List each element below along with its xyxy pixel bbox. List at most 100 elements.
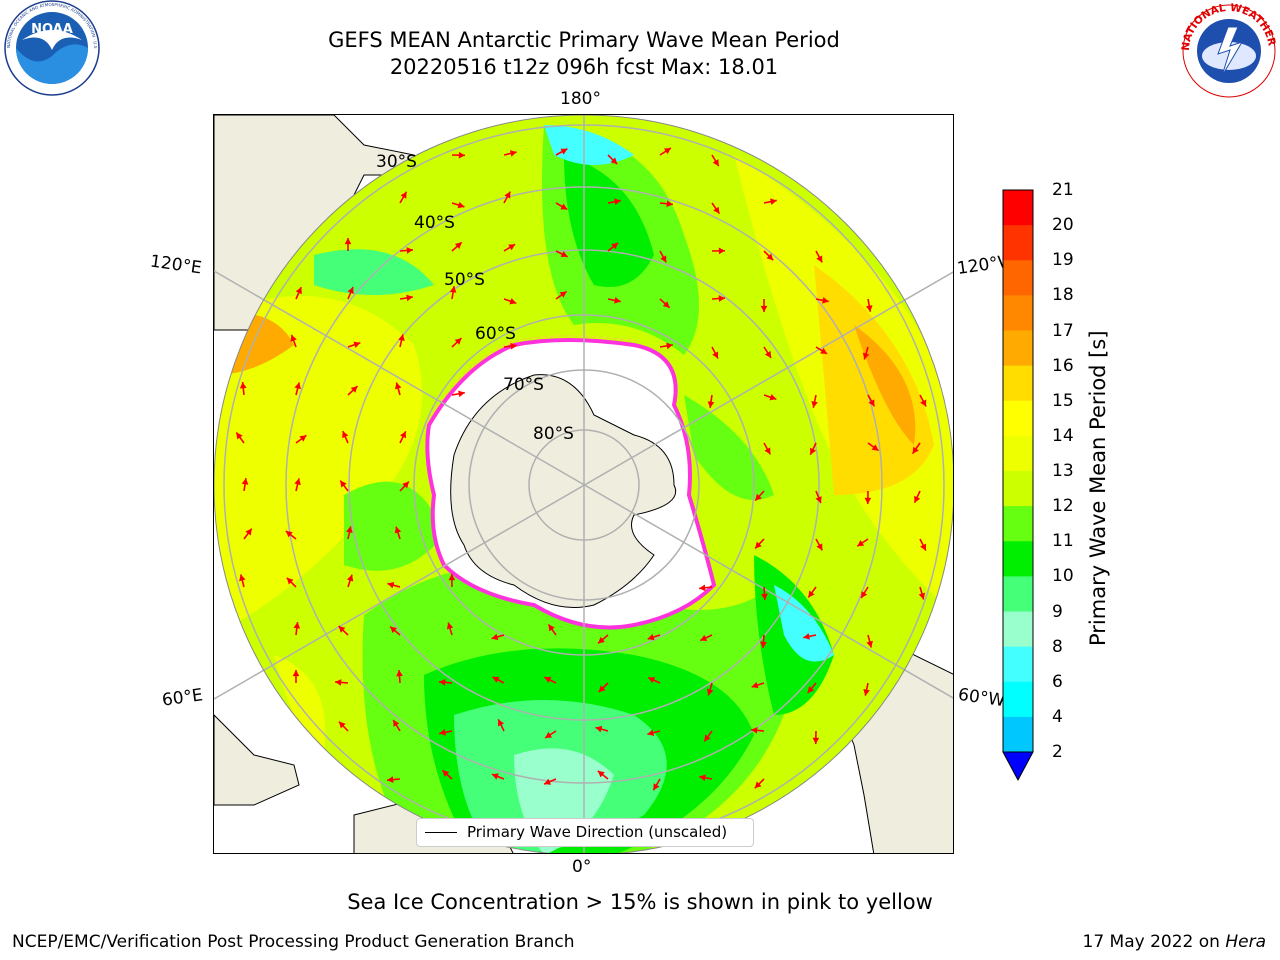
wave-arrow-head	[239, 382, 247, 389]
wave-arrow-head	[718, 247, 725, 255]
wave-arrow-head	[866, 640, 873, 648]
wave-arrow-head	[648, 677, 656, 684]
colorbar-band	[1003, 576, 1033, 612]
wave-arrow-head	[491, 773, 499, 780]
wave-arrow-head	[400, 191, 407, 199]
legend-label: Primary Wave Direction (unscaled)	[467, 823, 728, 841]
wave-arrow-head	[560, 148, 568, 155]
lon-label-180: 180°	[560, 89, 601, 109]
wave-arrow-head	[713, 206, 720, 214]
wave-arrow-head	[387, 776, 394, 783]
wave-arrow-head	[660, 255, 667, 263]
wave-arrow-head	[491, 633, 499, 641]
wave-arrow-head	[812, 737, 820, 744]
wave-direction-arrows	[235, 147, 927, 835]
wave-arrow-head	[390, 626, 397, 634]
colorbar-band	[1003, 611, 1033, 648]
wave-arrow-head	[406, 294, 413, 302]
wave-arrow-head	[510, 342, 517, 350]
colorbar-tick-label: 10	[1052, 566, 1074, 587]
wave-arrow-head	[508, 244, 516, 251]
colorbar-tick-label: 16	[1052, 355, 1074, 376]
chart-subtitle: 20220516 t12z 096h fcst Max: 18.01	[389, 55, 779, 79]
wave-arrow-head	[611, 242, 619, 250]
footer-branch: NCEP/EMC/Verification Post Processing Pr…	[12, 932, 575, 952]
wave-arrow-head	[803, 633, 810, 640]
wave-arrow-head	[807, 686, 815, 693]
wave-arrow-head	[820, 347, 828, 354]
wave-arrow-head	[920, 543, 927, 551]
colorbar-tick-label: 9	[1052, 601, 1063, 622]
colorbar-band	[1003, 365, 1033, 402]
wave-arrow-head	[647, 729, 655, 736]
wave-arrow-head	[764, 350, 772, 358]
lat-label-50s: 50°S	[444, 270, 485, 290]
lat-label-80s: 80°S	[533, 424, 574, 444]
wave-arrow-head	[868, 399, 875, 407]
wave-arrow-head	[548, 624, 555, 632]
lon-label-120e: 120°E	[148, 251, 203, 279]
wave-arrow-head	[912, 446, 919, 454]
colorbar-band	[1003, 471, 1033, 507]
wave-arrow-head	[822, 297, 829, 304]
polar-map	[214, 115, 953, 853]
map-legend: Primary Wave Direction (unscaled)	[416, 818, 754, 847]
wave-arrow-head	[406, 247, 413, 254]
lat-label-30s: 30°S	[376, 152, 417, 172]
wave-arrow-head	[815, 496, 822, 504]
wave-arrow-head	[761, 593, 768, 600]
colorbar-tick-label: 20	[1052, 215, 1074, 236]
antarctica-landmass	[450, 374, 676, 608]
wave-arrow-head	[458, 151, 465, 159]
wave-arrow-head	[338, 626, 346, 633]
lat-label-60s: 60°S	[475, 324, 516, 344]
wave-arrow-head	[614, 297, 621, 304]
wave-arrow-head	[344, 238, 352, 245]
legend-line-swatch	[425, 832, 457, 833]
wave-arrow-head	[346, 526, 353, 533]
wave-arrow-head	[340, 480, 347, 488]
wave-arrow-head	[707, 401, 715, 408]
lat-label-70s: 70°S	[503, 375, 544, 395]
colorbar-band	[1003, 435, 1033, 472]
wave-arrow-head	[770, 198, 777, 205]
wave-arrow-head	[598, 636, 605, 644]
colorbar-bands	[1003, 190, 1033, 753]
wave-arrow-head	[751, 681, 759, 689]
wave-arrow-head	[544, 778, 552, 785]
colorbar-tick-label: 21	[1052, 180, 1074, 200]
wave-arrow-head	[560, 203, 568, 210]
wave-arrow-head	[396, 670, 403, 677]
colorbar-band	[1003, 506, 1033, 542]
wave-arrow-head	[920, 399, 927, 407]
lon-label-0: 0°	[572, 857, 592, 877]
wave-arrow-head	[865, 305, 873, 312]
colorbar-tick-label: 8	[1052, 636, 1063, 657]
wave-arrow-head	[394, 526, 402, 534]
colorbar-tick-label: 6	[1052, 671, 1063, 692]
wave-arrow-head	[666, 342, 673, 350]
footer-date: 17 May 2022 on Hera	[1083, 932, 1267, 952]
wave-arrow-head	[863, 689, 870, 696]
colorbar-band	[1003, 190, 1033, 226]
colorbar-tick-label: 2	[1052, 742, 1063, 762]
wave-arrow-head	[712, 351, 719, 359]
wave-arrow-head	[857, 540, 865, 547]
colorbar-band	[1003, 260, 1033, 296]
colorbar-tick-label: 15	[1052, 390, 1074, 411]
wave-arrow-head	[492, 676, 500, 683]
wave-arrow-head	[387, 581, 395, 589]
lat-label-40s: 40°S	[414, 213, 455, 233]
wave-arrow-head	[816, 255, 823, 263]
colorbar-outline	[1002, 189, 1034, 753]
wave-arrow-head	[918, 592, 926, 600]
noaa-logo: NOAA NATIONAL OCEANIC AND ATMOSPHERIC AD…	[0, 0, 100, 96]
wave-arrow-head	[497, 719, 504, 727]
wave-arrow-head	[442, 770, 450, 777]
colorbar-tick-label: 11	[1052, 531, 1074, 552]
wave-arrow-head	[653, 783, 660, 791]
wave-arrow-head	[810, 447, 817, 455]
footer-host: Hera	[1225, 932, 1266, 952]
wave-arrow-head	[509, 298, 517, 305]
wave-arrow-head	[402, 481, 409, 489]
